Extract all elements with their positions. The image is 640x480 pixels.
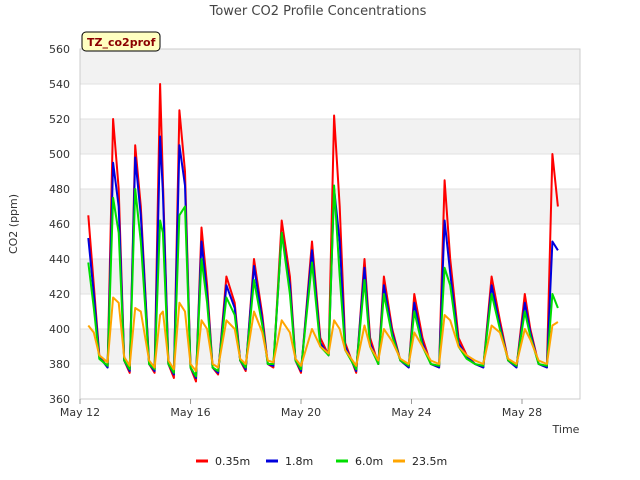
plot-band (80, 364, 580, 399)
y-tick-label: 480 (49, 183, 70, 196)
x-tick-label: May 20 (281, 406, 321, 419)
x-tick-labels: May 12 May 16 May 20 May 24 May 28 (60, 399, 542, 419)
series-line-6_0m (87, 184, 559, 378)
plot-band (80, 189, 580, 224)
x-tick-label: May 16 (170, 406, 210, 419)
series-line-23_5m (87, 296, 559, 372)
y-tick-label: 460 (49, 218, 70, 231)
y-tick-label: 380 (49, 358, 70, 371)
plot-band (80, 154, 580, 189)
x-tick-label: May 28 (502, 406, 542, 419)
y-axis-label: CO2 (ppm) (7, 194, 20, 254)
y-tick-label: 420 (49, 288, 70, 301)
legend: 0.35m 1.8m 6.0m 23.5m (196, 455, 447, 468)
chart-title: Tower CO2 Profile Concentrations (209, 4, 427, 19)
y-tick-labels: 360 380 400 420 440 460 480 500 520 540 560 (49, 43, 70, 406)
y-tick-label: 520 (49, 113, 70, 126)
legend-label: 6.0m (355, 455, 383, 468)
x-tick-label: May 12 (60, 406, 100, 419)
site-tag-box (81, 31, 161, 52)
legend-label: 1.8m (285, 455, 313, 468)
plot-band (80, 119, 580, 154)
legend-label: 23.5m (412, 455, 447, 468)
y-tick-label: 540 (49, 78, 70, 91)
plot-band (80, 84, 580, 119)
y-tick-label: 360 (49, 393, 70, 406)
y-tick-label: 440 (49, 253, 70, 266)
series-lines (87, 83, 559, 383)
x-axis-label: Time (552, 423, 580, 436)
legend-label: 0.35m (215, 455, 250, 468)
y-tick-label: 560 (49, 43, 70, 56)
site-tag-label: TZ_co2prof (87, 36, 156, 49)
plot-band (80, 49, 580, 84)
x-tick-label: May 24 (391, 406, 431, 419)
y-tick-label: 400 (49, 323, 70, 336)
site-tag: TZ_co2prof (81, 31, 161, 52)
y-tick-label: 500 (49, 148, 70, 161)
plot-frame (79, 48, 581, 400)
